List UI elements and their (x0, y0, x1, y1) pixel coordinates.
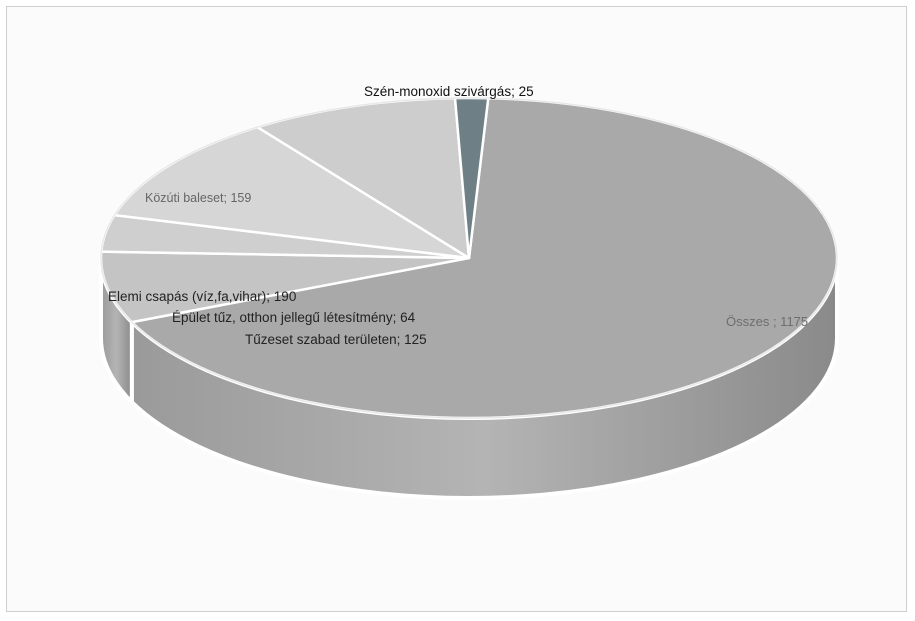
data-label-osszes: Összes ; 1175 (726, 314, 808, 329)
pie-rim (100, 97, 838, 419)
data-label-kozuti-baleset: Közúti baleset; 159 (145, 191, 251, 205)
data-label-epulet-tuz-otthon-jellegu-letesitmeny: Épület tűz, otthon jellegű létesítmény; … (172, 310, 416, 325)
data-label-tuzeset-szabad-teruleten: Tűzeset szabad területen; 125 (245, 332, 427, 347)
data-label-elemi-csapas-viz-fa-vihar: Elemi csapás (víz,fa,vihar); 190 (108, 289, 296, 304)
data-label-szen-monoxid-szivargas: Szén-monoxid szivárgás; 25 (364, 84, 534, 99)
